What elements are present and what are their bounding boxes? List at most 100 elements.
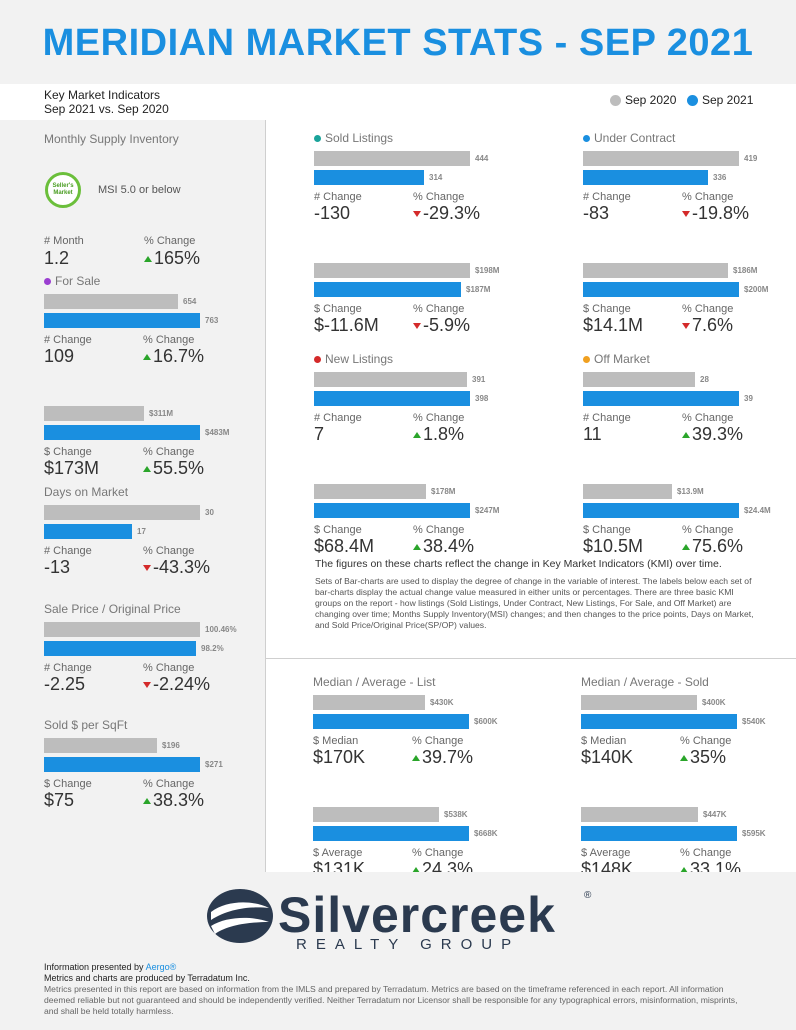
sale-price-original-bar-label-2021: 98.2% xyxy=(201,644,224,653)
sold-average-bar-label-2020: $447K xyxy=(703,810,727,819)
sold-listings-volume-pct-text: -5.9% xyxy=(423,315,471,335)
sale-price-original-bar-2021 xyxy=(44,641,196,656)
horizontal-divider xyxy=(266,658,796,659)
sold-listings-volume-change-label: $ Change xyxy=(314,303,362,315)
days-on-market-bar-label-2020: 30 xyxy=(205,508,214,517)
days-on-market-bar-label-2021: 17 xyxy=(137,527,146,536)
up-arrow-icon xyxy=(144,255,152,262)
sale-price-original-bar-2020 xyxy=(44,622,200,637)
list-median-pct-label: % Change xyxy=(412,735,464,747)
up-arrow-icon xyxy=(412,754,420,761)
off-market-volume-pct-value: 75.6% xyxy=(682,536,743,557)
sale-price-original-change-value: -2.25 xyxy=(44,674,86,694)
for-sale-count-title: For Sale xyxy=(44,274,100,288)
up-arrow-icon xyxy=(682,543,690,550)
under-contract-volume-pct-value: 7.6% xyxy=(682,315,733,336)
sold-median-bar-label-2020: $400K xyxy=(702,698,726,707)
sold-median-change-value: $140K xyxy=(581,747,634,767)
sale-price-original-pct-label: % Change xyxy=(143,662,195,674)
legend-label-2020: Sep 2020 xyxy=(625,93,677,107)
new-listings-count-pct-text: 1.8% xyxy=(423,424,465,444)
for-sale-volume-pct-value: 55.5% xyxy=(143,458,204,479)
new-listings-count-pct-value: 1.8% xyxy=(413,424,464,445)
list-median-bar-2021 xyxy=(313,714,469,729)
sold-average-bar-2020 xyxy=(581,807,698,822)
under-contract-count-change-label: # Change xyxy=(583,191,631,203)
vertical-divider xyxy=(265,120,266,872)
sold-per-sqft-pct-value: 38.3% xyxy=(143,790,204,811)
sellers-market-badge: Seller's Market xyxy=(45,172,81,208)
new-listings-volume-pct-text: 38.4% xyxy=(423,536,475,556)
sold-listings-volume-bar-label-2020: $198M xyxy=(475,266,500,275)
for-sale-volume-change-value: $173M xyxy=(44,458,100,478)
sold-average-pct-label: % Change xyxy=(680,847,732,859)
for-sale-volume-bar-label-2021: $483M xyxy=(205,428,230,437)
off-market-volume-bar-2021 xyxy=(583,503,739,518)
off-market-count-title-text: Off Market xyxy=(594,352,650,366)
under-contract-volume-bar-2020 xyxy=(583,263,728,278)
new-listings-volume-pct-label: % Change xyxy=(413,524,465,536)
sold-listings-volume-pct-label: % Change xyxy=(413,303,465,315)
footer-presented-link[interactable]: Aergo® xyxy=(145,962,177,972)
under-contract-count-dot xyxy=(583,134,590,142)
new-listings-volume-bar-label-2020: $178M xyxy=(431,487,456,496)
footer-produced: Metrics and charts are produced by Terra… xyxy=(44,973,250,983)
days-on-market-title-text: Days on Market xyxy=(44,485,129,499)
sold-listings-volume-pct-value: -5.9% xyxy=(413,315,470,336)
under-contract-count-pct-value: -19.8% xyxy=(682,203,749,224)
sold-per-sqft-title: Sold $ per SqFt xyxy=(44,718,127,732)
legend-swatch-2020 xyxy=(610,94,621,106)
for-sale-count-dot xyxy=(44,277,51,285)
footer-band xyxy=(0,872,796,1030)
list-average-bar-2021 xyxy=(313,826,469,841)
up-arrow-icon xyxy=(680,866,688,873)
new-listings-volume-change-label: $ Change xyxy=(314,524,362,536)
off-market-count-pct-label: % Change xyxy=(682,412,734,424)
under-contract-count-bar-label-2020: 419 xyxy=(744,154,758,163)
sold-listings-volume-bar-label-2021: $187M xyxy=(466,285,491,294)
off-market-volume-bar-2020 xyxy=(583,484,672,499)
sold-average-bar-label-2021: $595K xyxy=(742,829,766,838)
sold-per-sqft-bar-label-2021: $271 xyxy=(205,760,223,769)
sale-price-original-pct-text: -2.24% xyxy=(153,674,211,694)
sold-listings-volume-bar-2020 xyxy=(314,263,470,278)
sold-per-sqft-title-text: Sold $ per SqFt xyxy=(44,718,128,732)
for-sale-count-bar-2020 xyxy=(44,294,178,309)
legend-swatch-2021 xyxy=(687,94,698,106)
sold-median-bar-label-2021: $540K xyxy=(742,717,766,726)
under-contract-count-bar-2020 xyxy=(583,151,739,166)
days-on-market-pct-value: -43.3% xyxy=(143,557,210,578)
sold-average-change-label: $ Average xyxy=(581,847,631,859)
for-sale-count-pct-text: 16.7% xyxy=(153,346,205,366)
down-arrow-icon xyxy=(682,210,690,217)
new-listings-count-pct-label: % Change xyxy=(413,412,465,424)
sold-median-change-label: $ Median xyxy=(581,735,627,747)
sold-listings-count-bar-2021 xyxy=(314,170,424,185)
off-market-count-pct-text: 39.3% xyxy=(692,424,744,444)
list-median-pct-value: 39.7% xyxy=(412,747,473,768)
off-market-count-dot xyxy=(583,355,590,363)
under-contract-count-bar-2021 xyxy=(583,170,708,185)
new-listings-volume-change-value: $68.4M xyxy=(314,536,375,556)
for-sale-volume-pct-label: % Change xyxy=(143,446,195,458)
off-market-count-bar-label-2021: 39 xyxy=(744,394,753,403)
list-median-title-text: Median / Average - List xyxy=(313,675,436,689)
legend-item-2020: Sep 2020 xyxy=(610,93,676,107)
under-contract-volume-bar-2021 xyxy=(583,282,739,297)
page-title: MERIDIAN MARKET STATS - SEP 2021 xyxy=(42,22,754,64)
list-median-bar-2020 xyxy=(313,695,425,710)
header-band xyxy=(0,0,796,84)
sold-average-bar-2021 xyxy=(581,826,737,841)
new-listings-count-dot xyxy=(314,355,321,363)
for-sale-count-bar-label-2021: 763 xyxy=(205,316,219,325)
sold-median-pct-value: 35% xyxy=(680,747,726,768)
down-arrow-icon xyxy=(682,322,690,329)
up-arrow-icon xyxy=(413,431,421,438)
for-sale-count-change-label: # Change xyxy=(44,334,92,346)
sold-median-pct-label: % Change xyxy=(680,735,732,747)
off-market-count-title: Off Market xyxy=(583,352,650,366)
sold-per-sqft-change-value: $75 xyxy=(44,790,75,810)
new-listings-volume-bar-2021 xyxy=(314,503,470,518)
off-market-volume-pct-label: % Change xyxy=(682,524,734,536)
sold-median-title-text: Median / Average - Sold xyxy=(581,675,709,689)
